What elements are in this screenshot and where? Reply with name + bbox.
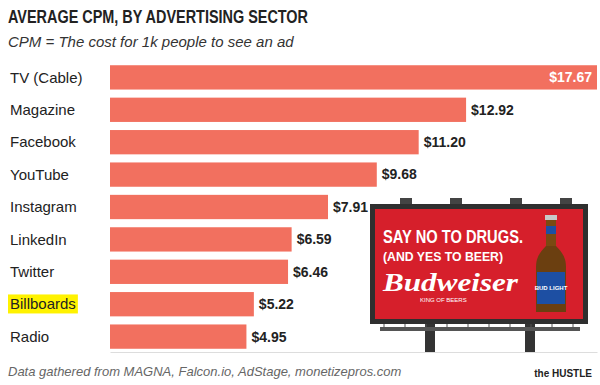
credit: the HUSTLE <box>534 368 592 379</box>
billboard-lamp <box>450 198 462 204</box>
annotation: SAY NO TO DRUGS. <box>383 227 523 247</box>
title: AVERAGE CPM, BY ADVERTISING SECTOR <box>8 6 308 27</box>
data-label: $6.59 <box>297 231 332 247</box>
label-highlight <box>8 294 78 313</box>
y-tick-label: YouTube <box>10 166 69 183</box>
billboard-catwalk <box>380 327 580 331</box>
source: Data gathered from MAGNA, Falcon.io, AdS… <box>8 364 401 379</box>
annotation: Budweiser <box>382 269 519 296</box>
x-axis <box>111 352 598 353</box>
chart: AVERAGE CPM, BY ADVERTISING SECTOR CPM = … <box>0 0 600 385</box>
data-label: $17.67 <box>549 69 592 85</box>
y-tick-label: Radio <box>10 328 49 345</box>
bar <box>110 98 466 122</box>
y-tick: TV (Cable) <box>10 69 110 86</box>
subtitle: CPM = The cost for 1k people to see an a… <box>8 33 294 50</box>
bottle-cap <box>545 215 557 220</box>
y-tick: YouTube <box>10 166 110 183</box>
data-label: $7.91 <box>333 199 368 215</box>
y-tick: LinkedIn <box>10 231 110 248</box>
bar <box>110 162 377 186</box>
annotation: BUD LIGHT <box>535 285 568 291</box>
data-label: $6.46 <box>293 264 328 280</box>
y-tick-label: Billboards <box>10 295 76 312</box>
y-tick-label: LinkedIn <box>10 231 67 248</box>
y-tick: Instagram <box>10 198 110 215</box>
y-tick: Billboards <box>10 295 110 312</box>
bar <box>110 324 246 348</box>
bar <box>110 195 328 219</box>
y-tick-label: Facebook <box>10 133 76 150</box>
billboard-frame <box>370 204 588 324</box>
bottle-body <box>536 246 566 312</box>
y-tick-label: Magazine <box>10 101 75 118</box>
bar <box>110 292 254 316</box>
bottle-neck-label <box>546 226 556 234</box>
data-label: $5.22 <box>259 296 294 312</box>
y-tick: Magazine <box>10 101 110 118</box>
billboard-lamp <box>560 198 572 204</box>
y-tick-label: Twitter <box>10 263 54 280</box>
bar <box>110 260 288 284</box>
y-axis: TV (Cable) Magazine Facebook YouTube Instagr… <box>10 69 110 345</box>
billboard-face <box>375 209 583 319</box>
annotation: (AND YES TO BEER) <box>383 250 503 264</box>
annotation: KING OF BEERS <box>420 297 467 303</box>
data-label: $12.92 <box>471 102 514 118</box>
bar <box>110 130 419 154</box>
y-tick: Twitter <box>10 263 110 280</box>
y-tick: Facebook <box>10 133 110 150</box>
y-tick-label: TV (Cable) <box>10 69 83 86</box>
data-labels: $17.67 $12.92 $11.20 $9.68 $7.91$6.59 $6.46 $5… <box>251 69 592 344</box>
y-tick-label: Instagram <box>10 198 77 215</box>
bottle <box>536 215 566 312</box>
billboard-lamp <box>400 198 412 204</box>
x-axis-line <box>111 352 598 353</box>
data-label: $11.20 <box>424 134 466 150</box>
bar <box>110 227 292 251</box>
y-tick: Radio <box>10 328 110 345</box>
billboard-leg <box>425 322 435 352</box>
bars <box>110 65 597 349</box>
billboard <box>370 198 588 352</box>
bottle-neck <box>546 218 556 248</box>
bar <box>110 65 597 89</box>
billboard-leg <box>525 322 535 352</box>
data-label: $9.68 <box>382 166 417 182</box>
data-label: $4.95 <box>251 329 286 345</box>
billboard-lamp <box>510 198 522 204</box>
